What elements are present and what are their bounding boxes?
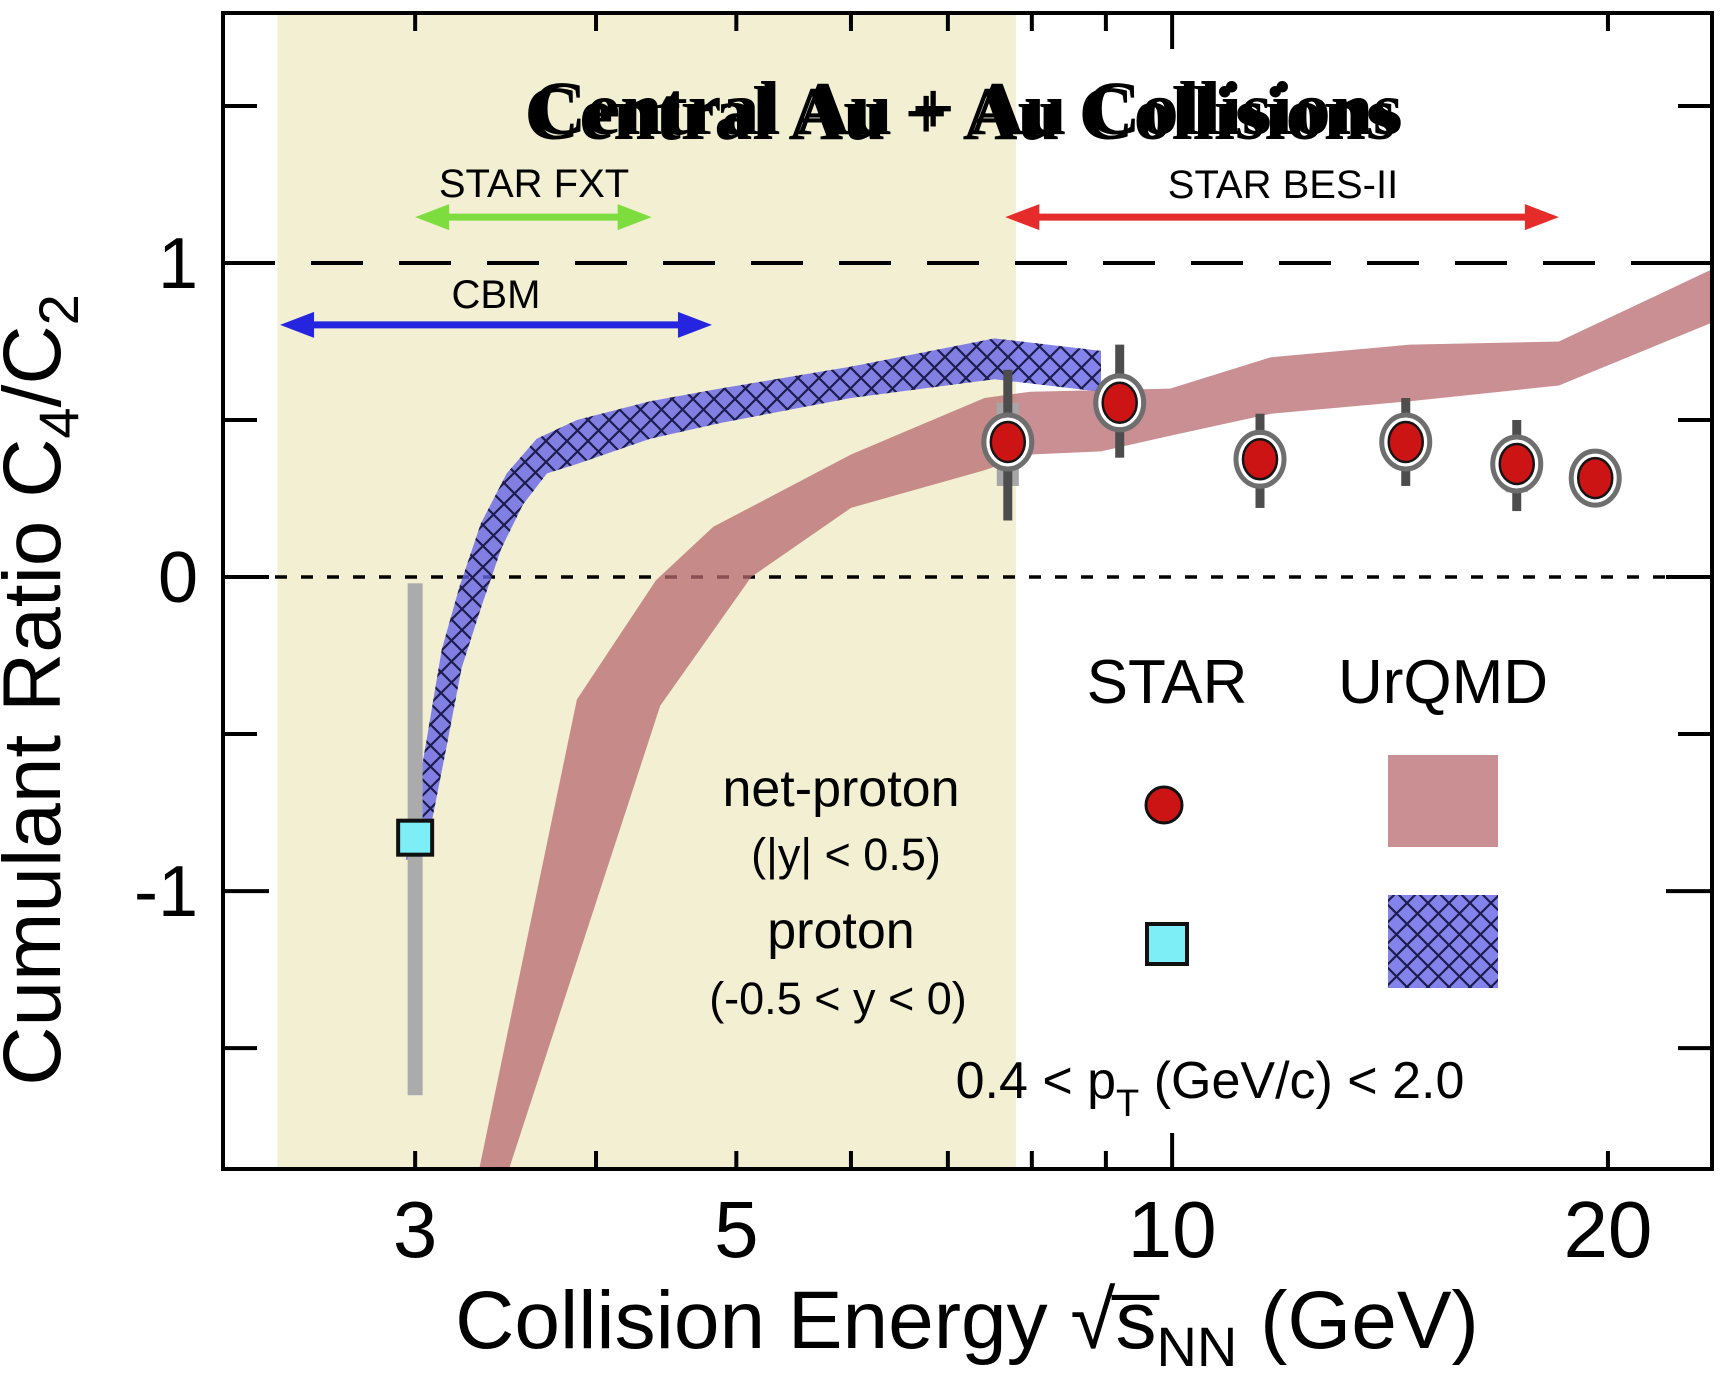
urqmd-net-proton-band bbox=[479, 269, 1712, 1169]
legend-header-star: STAR bbox=[1087, 648, 1248, 717]
y-tick-label--1: -1 bbox=[134, 852, 198, 932]
experiment-range-arrows-layer bbox=[280, 204, 1559, 338]
legend-swatch-hatched-band bbox=[1388, 895, 1498, 988]
net-proton-point-9p2 bbox=[1093, 344, 1147, 458]
net-proton-point-14p5 bbox=[1379, 398, 1433, 486]
marker-gray-ring bbox=[1379, 412, 1433, 472]
x-tick-label-3: 3 bbox=[393, 1185, 438, 1274]
range-arrow-star-bes-ii bbox=[1005, 204, 1559, 231]
plot-background-layer bbox=[223, 13, 1712, 1169]
marker-red-disc bbox=[1241, 438, 1279, 481]
marker-gray-ring bbox=[981, 412, 1035, 472]
net-proton-point-7p7 bbox=[981, 369, 1035, 521]
legend-sublabel-net-proton-rapidity: (|y| < 0.5) bbox=[751, 829, 941, 880]
legend-swatch-hatched-lines bbox=[1388, 895, 1498, 988]
chart-title: Central Au + Au Collisions bbox=[524, 72, 1395, 156]
x-tick-label-20: 20 bbox=[1563, 1185, 1652, 1274]
y-tick-label-0: 0 bbox=[158, 538, 198, 618]
arrow-label-cbm: CBM bbox=[452, 273, 541, 317]
net-proton-point-19p6 bbox=[1568, 448, 1622, 508]
legend-marker-cyan-square bbox=[1145, 922, 1189, 966]
arrow-head-left bbox=[415, 204, 450, 231]
x-tick-label-5: 5 bbox=[714, 1185, 759, 1274]
y-tick-label-1: 1 bbox=[158, 224, 198, 304]
marker-gray-ring bbox=[1490, 434, 1544, 494]
legend-markers-layer bbox=[1144, 755, 1498, 988]
range-arrow-star-fxt bbox=[415, 204, 652, 231]
marker-red-disc bbox=[989, 420, 1027, 464]
y-axis-title: Cumulant Ratio C4/C2 bbox=[0, 294, 90, 1085]
arrow-head-right bbox=[617, 204, 652, 231]
x-tick-label-10: 10 bbox=[1128, 1185, 1217, 1274]
marker-red-disc bbox=[1498, 442, 1536, 486]
x-axis-title: Collision Energy √s̅NN (GeV) bbox=[455, 1275, 1479, 1376]
marker-gray-ring bbox=[1093, 373, 1147, 433]
marker-red-disc bbox=[1101, 381, 1138, 424]
chart-title-shadow: Central Au + Au Collisions bbox=[531, 67, 1402, 151]
data-points-layer bbox=[396, 344, 1622, 1096]
net-proton-point-17p3 bbox=[1490, 420, 1544, 512]
range-arrow-cbm bbox=[280, 311, 712, 338]
arrow-head-right bbox=[1524, 204, 1559, 231]
marker-red-disc bbox=[1387, 420, 1424, 464]
arrow-label-star-bes-ii: STAR BES-II bbox=[1168, 163, 1398, 207]
legend-sublabel-proton-rapidity: (-0.5 < y < 0) bbox=[709, 973, 967, 1024]
legend-label-proton: proton bbox=[767, 902, 914, 960]
marker-red-disc bbox=[1576, 456, 1614, 500]
proton-data-point-3gev bbox=[396, 818, 435, 857]
marker-gray-ring bbox=[1568, 448, 1622, 508]
axes-frame-layer bbox=[221, 11, 1714, 1171]
arrow-head-left bbox=[1005, 204, 1040, 231]
arrow-head-right bbox=[677, 311, 712, 338]
legend-header-urqmd: UrQMD bbox=[1338, 648, 1548, 717]
legend-label-net-proton: net-proton bbox=[722, 760, 959, 818]
urqmd-bands-layer bbox=[405, 269, 1712, 1169]
legend-swatch-pink-band bbox=[1388, 755, 1498, 847]
plot-frame bbox=[221, 11, 1714, 1171]
reference-lines-layer bbox=[223, 260, 1712, 579]
arrow-head-left bbox=[280, 311, 315, 338]
pt-cut-annotation: 0.4 < pT (GeV/c) < 2.0 bbox=[956, 1052, 1465, 1125]
arrow-label-star-fxt: STAR FXT bbox=[439, 162, 629, 206]
legend-marker-red-circle bbox=[1144, 785, 1184, 825]
net-proton-point-11p5 bbox=[1233, 413, 1287, 508]
marker-gray-ring bbox=[1233, 429, 1287, 489]
fxt-energy-shaded-region bbox=[277, 13, 1016, 1169]
